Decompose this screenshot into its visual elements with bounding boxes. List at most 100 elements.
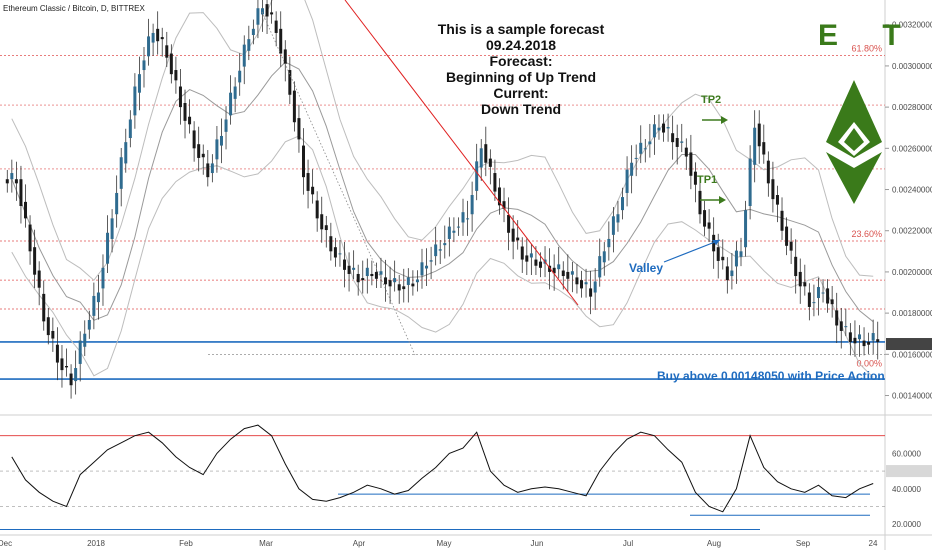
candle-body	[675, 138, 679, 147]
candle-body	[703, 210, 707, 227]
rsi-line	[11, 424, 874, 513]
candle-body	[862, 340, 866, 347]
candle-body	[69, 373, 73, 386]
candle-body	[256, 8, 260, 25]
candle-body	[10, 173, 14, 180]
candle-body	[210, 163, 214, 174]
x-tick-label: Feb	[179, 539, 193, 548]
candle-body	[680, 141, 684, 143]
candle-body	[438, 249, 442, 251]
candle-body	[826, 288, 830, 304]
candle-body	[461, 212, 465, 223]
y-tick-label: 0.00300000	[892, 62, 932, 71]
candle-body	[279, 28, 283, 54]
candle-body	[288, 70, 292, 95]
candle-body	[292, 90, 296, 123]
candle-body	[662, 123, 666, 133]
candle-body	[238, 70, 242, 83]
candle-body	[315, 200, 319, 219]
candle-body	[128, 119, 132, 139]
candle-body	[780, 210, 784, 231]
candle-body	[333, 247, 337, 258]
candle-body	[14, 179, 18, 184]
candle-body	[739, 251, 743, 257]
candle-body	[329, 236, 333, 252]
candle-body	[557, 264, 561, 270]
candle-body	[83, 333, 87, 347]
candle-body	[643, 148, 647, 150]
candle-body	[593, 281, 597, 293]
candle-body	[265, 4, 269, 17]
candle-body	[420, 262, 424, 276]
candle-body	[119, 157, 123, 189]
candle-body	[575, 277, 579, 285]
candle-body	[666, 127, 670, 129]
candle-body	[402, 286, 406, 290]
candle-body	[106, 232, 110, 264]
candle-body	[51, 330, 55, 339]
etc-logo-icon	[826, 80, 882, 204]
logo-text: E T C	[818, 19, 932, 52]
candle-body	[447, 226, 451, 239]
candle-body	[270, 12, 274, 15]
candle-body	[74, 368, 78, 382]
candle-body	[611, 216, 615, 235]
candle-body	[101, 267, 105, 289]
candle-body	[634, 157, 638, 159]
candle-body	[744, 210, 748, 248]
candle-body	[242, 44, 246, 67]
candle-body	[46, 317, 50, 336]
forecast-line-5: Down Trend	[481, 101, 561, 117]
candle-body	[87, 319, 91, 330]
candle-body	[803, 282, 807, 287]
x-tick-label: 24	[869, 539, 878, 548]
candle-body	[684, 147, 688, 157]
candle-body	[393, 278, 397, 283]
rsi-value-tag	[886, 465, 932, 478]
x-tick-label: Jun	[531, 539, 544, 548]
lower-band-line	[11, 135, 874, 378]
x-tick-label: Mar	[259, 539, 273, 548]
candle-body	[370, 273, 374, 277]
tp2-arrow-head	[721, 116, 728, 124]
y-tick-label: 0.00160000	[892, 350, 932, 359]
candle-body	[65, 365, 69, 368]
trend-line	[344, 0, 579, 306]
candle-body	[698, 190, 702, 215]
candle-body	[552, 267, 556, 274]
candle-body	[397, 284, 401, 291]
candle-body	[652, 124, 656, 138]
candle-body	[561, 270, 565, 277]
candle-body	[183, 103, 187, 121]
candle-body	[621, 197, 625, 211]
candle-body	[789, 241, 793, 251]
candle-body	[160, 37, 164, 40]
moving-average-line	[11, 61, 874, 323]
candle-body	[192, 130, 196, 149]
candle-body	[579, 280, 583, 289]
last-price-tag	[886, 338, 932, 351]
candle-body	[853, 337, 857, 344]
candle-body	[470, 195, 474, 215]
candle-body	[206, 163, 210, 178]
forecast-line-1: 09.24.2018	[486, 37, 556, 53]
candle-body	[493, 173, 497, 192]
valley-arrow-line	[663, 239, 721, 263]
candle-body	[78, 340, 82, 364]
candle-body	[42, 293, 46, 322]
x-tick-label: 2018	[87, 539, 105, 548]
candle-body	[374, 271, 378, 279]
rsi-tick-label: 40.0000	[892, 485, 921, 494]
candle-body	[388, 280, 392, 287]
y-tick-label: 0.00220000	[892, 227, 932, 236]
candle-body	[857, 334, 861, 340]
candle-body	[616, 214, 620, 223]
fib-level-label: 0.00%	[856, 358, 882, 368]
candle-body	[365, 267, 369, 277]
candle-body	[716, 247, 720, 261]
candle-body	[60, 358, 64, 371]
candle-body	[844, 326, 848, 328]
candle-body	[794, 256, 798, 277]
candle-body	[110, 218, 114, 239]
